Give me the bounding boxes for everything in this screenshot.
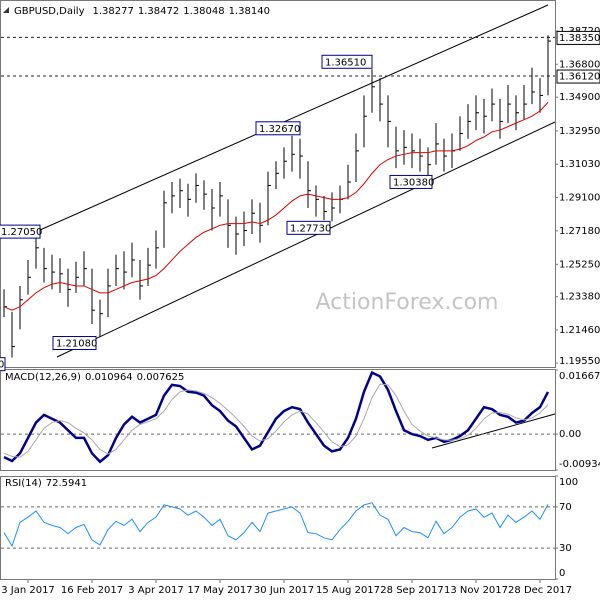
quote-value: 1.38472	[138, 6, 179, 17]
annotation-label: 1.32670	[259, 124, 300, 135]
y-tick-label: 70	[559, 502, 572, 513]
annotation-box	[255, 121, 301, 136]
y-tick-label: 1.19550	[559, 356, 600, 367]
macd-line	[3, 370, 550, 464]
annotation-label: 1.21080	[56, 339, 97, 350]
quote-value: 1.38277	[93, 6, 134, 17]
indicator-title: RSI(14) 72.5941	[5, 478, 87, 489]
annotation-box	[286, 220, 331, 235]
x-tick-label: 28 Dec 2017	[508, 585, 572, 596]
watermark: ActionForex.com	[316, 290, 499, 315]
annotation-label: 1.36510	[325, 57, 366, 68]
annotation-box	[321, 54, 373, 69]
x-tick-label: 30 Jun 2017	[254, 585, 314, 596]
level-label: 1.36120	[559, 72, 600, 83]
x-tick-label: 16 Feb 2017	[61, 585, 123, 596]
header: GBPUSD,Daily 1.38277 1.38472 1.38048 1.38140	[14, 6, 270, 17]
macd-trendline	[431, 413, 556, 449]
y-tick-label: 1.32950	[559, 126, 600, 137]
quote-value: 1.38048	[183, 6, 224, 17]
indicator-name: RSI(14)	[5, 478, 42, 489]
indicator-title: MACD(12,26,9) 0.010964 0.007625	[5, 372, 184, 383]
indicator-value: 0.007625	[137, 372, 185, 383]
x-tick-label: 15 Aug 2017	[316, 585, 380, 596]
x-tick-label: 3 Apr 2017	[128, 585, 183, 596]
x-tick-label: 3 Jan 2017	[1, 585, 55, 596]
y-tick-label: 100	[559, 477, 578, 488]
annotation-label: 1.27050	[1, 227, 42, 238]
annotation-box	[0, 224, 41, 239]
y-tick-label: 1.36800	[559, 59, 600, 70]
annotation-label: 1.27730	[290, 223, 331, 234]
price-panel	[0, 0, 556, 368]
rsi-panel	[0, 476, 556, 580]
annotation-box	[0, 357, 6, 372]
channel-upper	[39, 4, 549, 231]
y-tick-label: 0	[559, 568, 565, 579]
annotation-label: 1.30380	[393, 177, 434, 188]
symbol-icon	[3, 7, 9, 13]
quote-value: 1.38140	[229, 6, 270, 17]
level-box	[556, 30, 600, 45]
x-tick-label: 13 Nov 2017	[444, 585, 508, 596]
annotation-box	[389, 174, 433, 189]
y-tick-label: 1.29100	[559, 193, 600, 204]
rsi-line	[3, 502, 549, 548]
y-tick-label: 0.00	[559, 429, 581, 440]
indicator-name: MACD(12,26,9)	[5, 372, 81, 383]
y-tick-label: 1.34900	[559, 92, 600, 103]
indicator-value: 0.010964	[85, 372, 133, 383]
symbol-title: GBPUSD,Daily	[14, 6, 85, 17]
y-tick-label: 0.016672	[559, 371, 600, 382]
annotation-label: 1.19860	[0, 360, 4, 371]
y-tick-label: 1.21460	[559, 325, 600, 336]
x-tick-label: 17 May 2017	[187, 585, 252, 596]
signal-line	[3, 383, 549, 458]
y-tick-label: 1.31030	[559, 159, 600, 170]
y-tick-label: -0.009345	[559, 459, 600, 470]
channel-lower	[56, 121, 556, 358]
level-box	[556, 69, 600, 84]
y-tick-label: 1.27180	[559, 226, 600, 237]
x-tick-label: 28 Sep 2017	[380, 585, 443, 596]
indicator-value: 72.5941	[46, 478, 87, 489]
annotation-box	[52, 336, 97, 351]
y-tick-label: 1.25250	[559, 259, 600, 270]
level-label: 1.38350	[559, 33, 600, 44]
y-tick-label: 1.23380	[559, 292, 600, 303]
moving-average	[3, 102, 549, 311]
macd-panel	[0, 369, 556, 471]
y-tick-label: 30	[559, 543, 572, 554]
